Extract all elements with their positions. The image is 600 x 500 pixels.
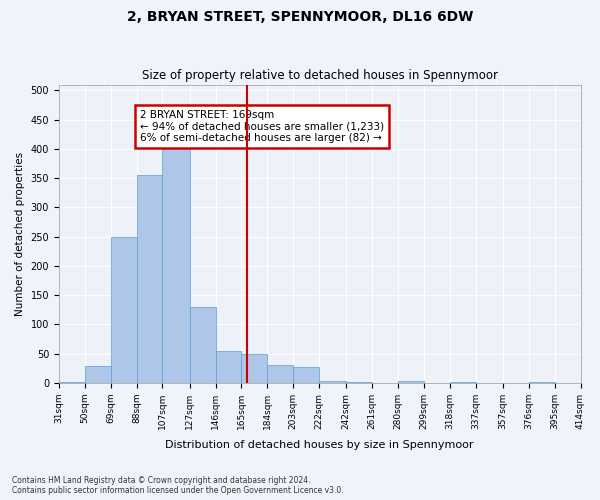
Bar	[293, 367, 319, 383]
Bar	[267, 365, 293, 383]
Title: Size of property relative to detached houses in Spennymoor: Size of property relative to detached ho…	[142, 69, 498, 82]
Bar	[215, 350, 241, 383]
Bar	[110, 236, 137, 383]
Text: 2 BRYAN STREET: 169sqm
← 94% of detached houses are smaller (1,233)
6% of semi-d: 2 BRYAN STREET: 169sqm ← 94% of detached…	[140, 110, 384, 143]
Bar	[85, 366, 110, 383]
Bar	[529, 382, 554, 383]
Bar	[241, 354, 267, 383]
Bar	[137, 175, 163, 383]
Bar	[319, 381, 346, 383]
Bar	[450, 382, 476, 383]
Bar	[190, 307, 215, 383]
Bar	[398, 381, 424, 383]
Y-axis label: Number of detached properties: Number of detached properties	[15, 152, 25, 316]
Text: Contains HM Land Registry data © Crown copyright and database right 2024.
Contai: Contains HM Land Registry data © Crown c…	[12, 476, 344, 495]
Bar	[163, 144, 190, 383]
Bar	[59, 382, 85, 383]
X-axis label: Distribution of detached houses by size in Spennymoor: Distribution of detached houses by size …	[166, 440, 474, 450]
Text: 2, BRYAN STREET, SPENNYMOOR, DL16 6DW: 2, BRYAN STREET, SPENNYMOOR, DL16 6DW	[127, 10, 473, 24]
Bar	[346, 382, 372, 383]
